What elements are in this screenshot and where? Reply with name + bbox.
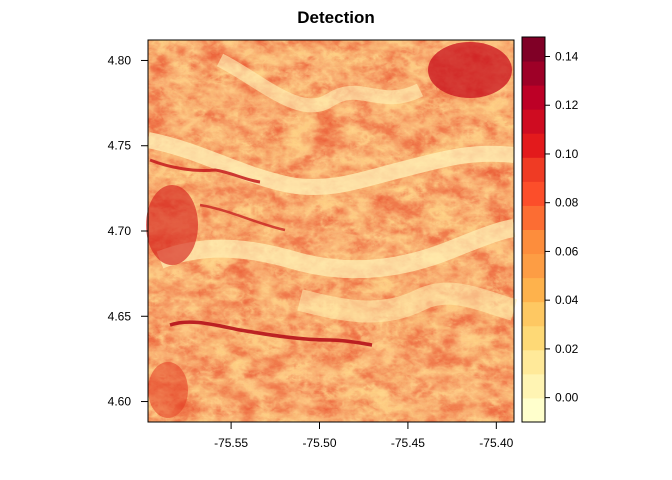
colorbar-swatch [522, 349, 545, 375]
y-tick-label: 4.65 [108, 309, 132, 323]
colorbar-tick-label: 0.10 [555, 147, 579, 161]
colorbar-swatch [522, 133, 545, 158]
x-tick-label: -75.55 [214, 436, 248, 450]
colorbar-frame [521, 36, 546, 423]
colorbar-tick-label: 0.08 [555, 196, 579, 210]
y-axis: 4.60 4.65 4.70 4.75 4.80 [108, 40, 149, 422]
colorbar-tick-label: 0.12 [555, 98, 579, 112]
colorbar-swatch [522, 61, 545, 86]
colorbar-swatch [522, 37, 545, 62]
colorbar-swatch [522, 253, 545, 279]
colorbar-swatch [522, 85, 545, 110]
hot-region-northeast [428, 42, 512, 98]
y-tick-label: 4.75 [108, 139, 132, 153]
colorbar-swatch [522, 277, 545, 303]
colorbar-swatch [522, 157, 545, 182]
pale-valley-middle [156, 219, 516, 279]
y-tick-label: 4.80 [108, 53, 132, 67]
y-tick-label: 4.70 [108, 224, 132, 238]
pale-valley-upper [146, 132, 515, 196]
river-line-lower [169, 320, 373, 347]
colorbar-tick-label: 0.04 [555, 293, 579, 307]
colorbar-swatch [522, 205, 545, 230]
colorbar-legend: 0.00 0.02 0.04 0.06 0.08 0.10 0.12 0.14 [521, 36, 579, 423]
hot-region-southwest [148, 362, 188, 418]
y-tick-label: 4.60 [108, 395, 132, 409]
colorbar-swatch [522, 109, 545, 134]
colorbar-swatch [522, 229, 545, 255]
colorbar-tick-label: 0.14 [555, 49, 579, 63]
colorbar-swatch [522, 325, 545, 351]
colorbar-tick-label: 0.02 [555, 342, 579, 356]
x-tick-label: -75.45 [391, 436, 425, 450]
pale-valley-lower [297, 282, 518, 323]
colorbar-tick-label: 0.00 [555, 391, 579, 405]
river-line-upper [149, 158, 261, 184]
colorbar-swatch [522, 181, 545, 206]
x-tick-label: -75.50 [302, 436, 336, 450]
x-tick-label: -75.40 [479, 436, 513, 450]
hot-region-west [146, 185, 198, 265]
colorbar-tick-label: 0.06 [555, 244, 579, 258]
colorbar-swatch [522, 301, 545, 327]
river-line-middle [199, 203, 286, 232]
pale-valley-north [216, 53, 424, 113]
colorbar-swatch [522, 397, 545, 423]
x-axis: -75.55 -75.50 -75.45 -75.40 [148, 421, 514, 450]
colorbar-swatch [522, 373, 545, 399]
heatmap-raster [146, 40, 518, 422]
chart-title: Detection [297, 8, 374, 27]
